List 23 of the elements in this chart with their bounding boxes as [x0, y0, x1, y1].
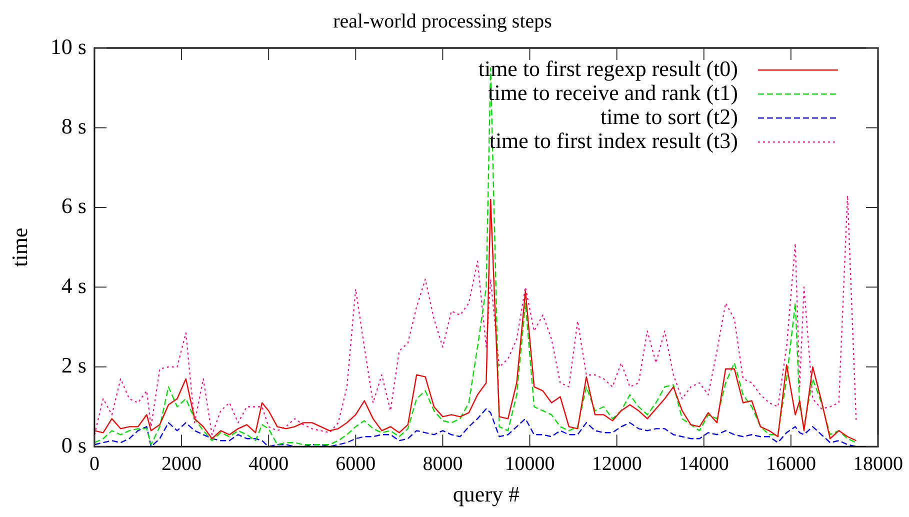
legend-label: time to sort (t2) — [600, 104, 738, 129]
x-tick-label: 8000 — [422, 452, 463, 475]
x-tick-label: 14000 — [678, 452, 729, 475]
y-tick-label: 4 s — [61, 272, 86, 298]
x-axis-title: query # — [452, 482, 520, 507]
x-tick-label: 0 — [89, 452, 100, 475]
x-tick-label: 6000 — [336, 452, 376, 475]
y-tick-label: 8 s — [61, 114, 86, 138]
x-tick-label: 16000 — [766, 452, 816, 475]
legend-label: time to first index result (t3) — [489, 128, 738, 153]
y-axis-title: time — [6, 228, 32, 267]
chart-title: real-world processing steps — [333, 10, 552, 32]
y-tick-label: 10 s — [50, 34, 86, 59]
x-tick-label: 12000 — [592, 452, 642, 475]
x-tick-label: 4000 — [248, 452, 289, 475]
y-tick-label: 2 s — [61, 352, 86, 378]
legend-label: time to receive and rank (t1) — [488, 80, 738, 105]
y-tick-label: 6 s — [61, 193, 86, 218]
x-tick-label: 10000 — [504, 452, 555, 475]
y-tick-label: 0 s — [61, 432, 86, 458]
legend-label: time to first regexp result (t0) — [478, 56, 738, 81]
x-tick-label: 2000 — [162, 452, 202, 475]
x-tick-label: 18000 — [853, 452, 903, 475]
